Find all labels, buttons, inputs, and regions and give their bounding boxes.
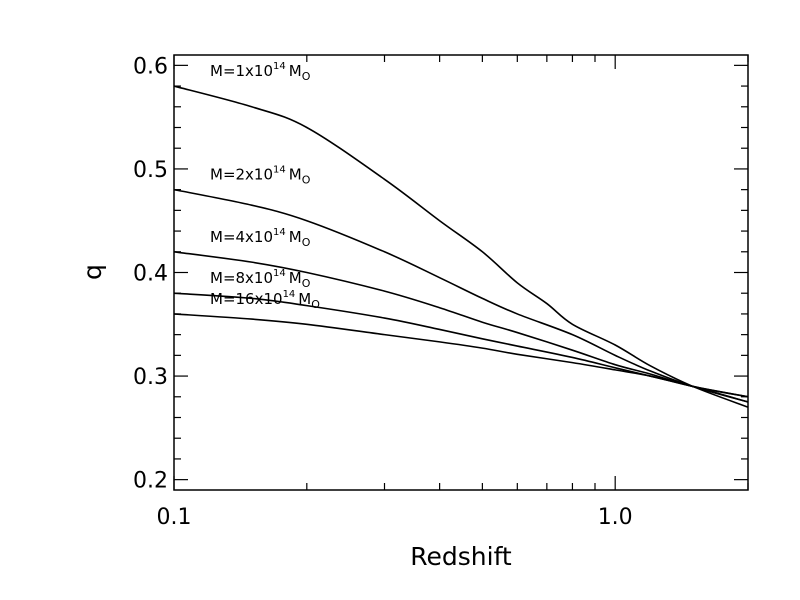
y-tick-label: 0.3 bbox=[133, 365, 168, 390]
y-axis-title: q bbox=[78, 264, 107, 280]
x-axis-title: Redshift bbox=[410, 542, 512, 571]
plot-frame bbox=[173, 54, 749, 491]
series-lines bbox=[173, 85, 749, 408]
y-tick-label: 0.5 bbox=[133, 158, 168, 183]
series-label: M=16x1014 MO bbox=[210, 289, 320, 311]
series-label: M=1x1014 MO bbox=[210, 61, 311, 83]
y-tick-label: 0.2 bbox=[133, 469, 168, 494]
y-tick-label: 0.6 bbox=[133, 54, 168, 79]
series-line bbox=[173, 292, 749, 403]
x-tick-label: 1.0 bbox=[598, 505, 633, 530]
y-tick-label: 0.4 bbox=[133, 262, 168, 287]
series-label: M=8x1014 MO bbox=[210, 268, 311, 290]
series-line bbox=[173, 188, 749, 403]
series-label: M=4x1014 MO bbox=[210, 227, 311, 249]
series-line bbox=[173, 85, 749, 408]
series-line bbox=[173, 250, 749, 398]
series-labels: M=1x1014 MO M=2x1014 MO M=4x1014 MO M=8x1014 MO… bbox=[210, 61, 320, 311]
series-label: M=2x1014 MO bbox=[210, 165, 311, 187]
x-tick-label: 0.1 bbox=[157, 505, 192, 530]
series-line bbox=[173, 313, 749, 398]
